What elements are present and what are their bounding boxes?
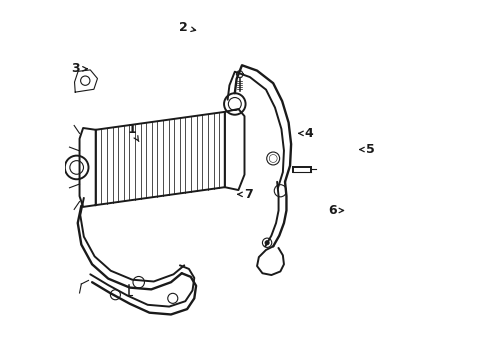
Circle shape xyxy=(264,240,269,245)
Text: 4: 4 xyxy=(298,127,313,140)
Text: 7: 7 xyxy=(237,188,252,201)
Text: 1: 1 xyxy=(127,123,139,141)
Text: 6: 6 xyxy=(327,204,343,217)
Text: 3: 3 xyxy=(72,62,87,75)
Text: 5: 5 xyxy=(359,143,374,156)
Text: 2: 2 xyxy=(179,21,195,34)
